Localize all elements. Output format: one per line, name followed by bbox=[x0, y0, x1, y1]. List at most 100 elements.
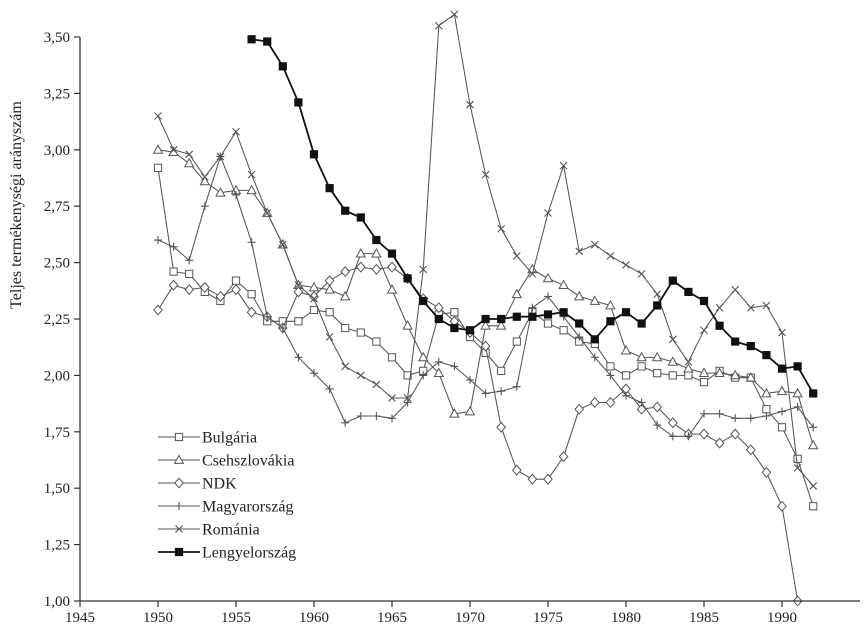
data-point-ndk bbox=[246, 306, 257, 318]
legend-label: Lengyelország bbox=[202, 545, 296, 562]
data-point-ndk bbox=[527, 473, 538, 485]
data-point-ndk bbox=[433, 302, 444, 314]
x-tick-label: 1965 bbox=[377, 610, 407, 626]
data-point-romania bbox=[715, 303, 724, 312]
data-point-bulgaria bbox=[341, 323, 350, 333]
data-point-bulgaria bbox=[637, 362, 646, 371]
legend-label: Románia bbox=[202, 522, 260, 539]
x-tick-label: 1990 bbox=[767, 610, 797, 626]
data-point-ndk bbox=[730, 428, 741, 440]
data-point-magyarorszag bbox=[668, 432, 677, 441]
data-point-csehszlovakia bbox=[464, 405, 476, 416]
data-point-romania bbox=[544, 209, 552, 217]
data-point-magyarorszag bbox=[762, 412, 771, 421]
data-point-romania bbox=[200, 172, 209, 181]
data-point-lengyelorszag bbox=[621, 308, 631, 317]
data-point-ndk bbox=[184, 284, 195, 296]
data-point-csehszlovakia bbox=[558, 279, 569, 290]
legend-item-bulgaria: Bulgária bbox=[158, 430, 257, 447]
data-point-ndk bbox=[652, 401, 663, 413]
x-tick-label: 1945 bbox=[65, 610, 95, 626]
data-point-magyarorszag bbox=[466, 375, 474, 384]
data-point-bulgaria bbox=[356, 328, 365, 337]
data-point-ndk bbox=[231, 284, 241, 296]
data-point-csehszlovakia bbox=[152, 144, 164, 154]
data-point-lengyelorszag bbox=[543, 310, 553, 319]
data-point-lengyelorszag bbox=[325, 184, 334, 193]
series-magyarorszag bbox=[154, 152, 818, 441]
data-point-ndk bbox=[511, 464, 522, 476]
data-point-lengyelorszag bbox=[309, 150, 319, 159]
data-point-bulgaria bbox=[450, 308, 459, 317]
y-axis-label: Teljes termékenységi arányszám bbox=[8, 101, 25, 309]
data-point-csehszlovakia bbox=[480, 320, 491, 330]
data-point-csehszlovakia bbox=[651, 351, 663, 362]
data-point-bulgaria bbox=[699, 378, 709, 387]
data-point-ndk bbox=[340, 266, 351, 278]
data-point-bulgaria bbox=[497, 366, 506, 375]
x-tick-label: 1960 bbox=[299, 610, 329, 626]
data-point-ndk bbox=[605, 396, 616, 409]
data-point-csehszlovakia bbox=[776, 385, 788, 396]
data-point-bulgaria bbox=[169, 267, 178, 276]
data-point-bulgaria bbox=[762, 405, 771, 414]
data-point-csehszlovakia bbox=[449, 408, 460, 418]
data-point-romania bbox=[606, 251, 615, 260]
legend-item-romania: Románia bbox=[158, 522, 260, 539]
data-point-lengyelorszag bbox=[419, 296, 428, 306]
data-point-lengyelorszag bbox=[481, 314, 490, 324]
data-point-magyarorszag bbox=[793, 402, 802, 411]
data-point-lengyelorszag bbox=[793, 362, 802, 371]
data-point-romania bbox=[247, 170, 256, 179]
legend: Bulgária Csehszlovákia NDK Magyarország Romá… bbox=[158, 430, 296, 562]
data-point-romania bbox=[559, 161, 568, 170]
data-point-magyarorszag bbox=[653, 421, 662, 430]
data-point-romania bbox=[325, 333, 334, 341]
data-point-csehszlovakia bbox=[605, 299, 616, 310]
data-point-bulgaria bbox=[684, 371, 693, 380]
data-point-lengyelorszag bbox=[434, 314, 443, 324]
data-point-magyarorszag bbox=[403, 398, 412, 407]
data-point-lengyelorszag bbox=[559, 308, 568, 317]
y-tick-label: 2,25 bbox=[44, 312, 70, 328]
data-point-ndk bbox=[699, 428, 709, 440]
data-point-lengyelorszag bbox=[372, 235, 381, 245]
legend-label: Bulgária bbox=[202, 430, 257, 447]
data-point-magyarorszag bbox=[200, 202, 209, 211]
data-point-ndk bbox=[199, 281, 210, 293]
data-point-magyarorszag bbox=[419, 371, 428, 380]
data-point-romania bbox=[216, 152, 225, 161]
data-point-magyarorszag bbox=[481, 389, 490, 398]
data-point-magyarorszag bbox=[715, 409, 724, 418]
data-point-csehszlovakia bbox=[215, 187, 226, 197]
legend-label: Csehszlovákia bbox=[202, 453, 294, 470]
data-point-ndk bbox=[714, 437, 725, 449]
data-point-lengyelorszag bbox=[247, 35, 256, 44]
data-point-magyarorszag bbox=[278, 324, 287, 333]
y-tick-label: 3,00 bbox=[44, 143, 70, 159]
data-point-bulgaria bbox=[185, 269, 194, 278]
data-point-ndk bbox=[496, 421, 507, 433]
data-point-bulgaria bbox=[793, 454, 802, 463]
data-point-ndk bbox=[324, 275, 335, 287]
data-point-magyarorszag bbox=[606, 371, 615, 380]
legend-label: Magyarország bbox=[202, 499, 294, 516]
data-point-romania bbox=[232, 127, 240, 136]
data-point-lengyelorszag bbox=[637, 319, 646, 328]
data-point-magyarorszag bbox=[450, 362, 459, 371]
data-point-bulgaria bbox=[247, 290, 256, 299]
data-point-romania bbox=[622, 260, 630, 269]
data-point-romania bbox=[731, 285, 740, 294]
data-point-magyarorszag bbox=[169, 242, 178, 251]
y-tick-label: 2,50 bbox=[44, 256, 70, 272]
data-point-bulgaria bbox=[325, 308, 334, 317]
data-point-magyarorszag bbox=[388, 414, 396, 423]
data-point-lengyelorszag bbox=[403, 274, 412, 283]
data-point-magyarorszag bbox=[575, 333, 584, 342]
data-point-ndk bbox=[636, 403, 647, 415]
data-point-ndk bbox=[215, 290, 226, 302]
data-point-lengyelorszag bbox=[528, 312, 537, 321]
data-point-csehszlovakia bbox=[683, 362, 694, 373]
legend-swatch-marker bbox=[174, 547, 184, 557]
data-point-romania bbox=[809, 482, 818, 490]
